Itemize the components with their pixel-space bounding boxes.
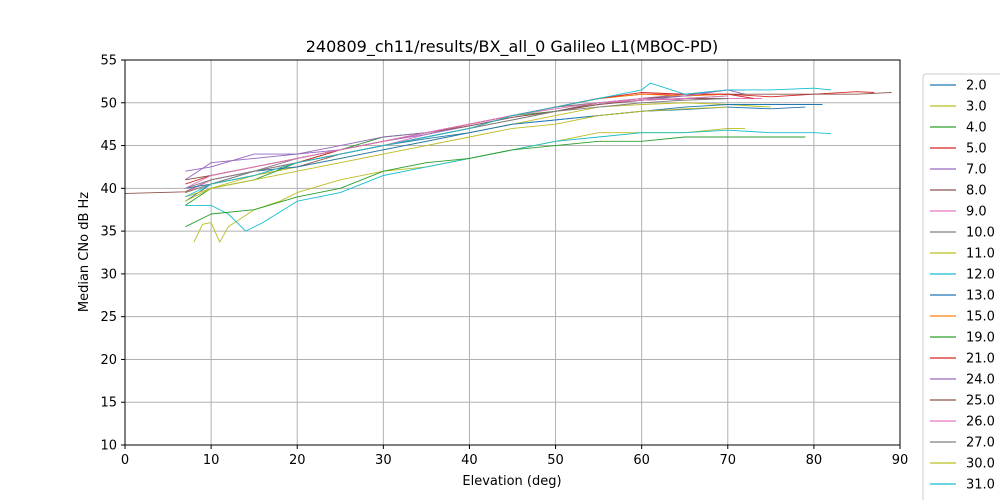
chart-title: 240809_ch11/results/BX_all_0 Galileo L1(… xyxy=(306,37,719,57)
x-tick-label: 10 xyxy=(203,453,220,468)
legend-box xyxy=(922,73,1000,500)
legend-entry: 19.0 xyxy=(966,331,995,346)
x-tick-label: 20 xyxy=(289,453,306,468)
y-tick-label: 10 xyxy=(100,439,117,454)
legend-entry: 4.0 xyxy=(966,121,987,136)
legend-entry: 7.0 xyxy=(966,163,987,178)
legend: 2.0 3.0 4.0 5.0 7.0 8.0 9.0 10.0 11.0 12.0 13.0 15.… xyxy=(922,73,1000,500)
plot-frame xyxy=(124,59,901,446)
y-tick-label: 20 xyxy=(100,353,117,368)
y-axis-ticks: 10 15 20 25 30 35 40 45 50 55 xyxy=(100,54,125,454)
legend-entry: 12.0 xyxy=(966,268,995,283)
legend-entry: 5.0 xyxy=(966,142,987,157)
series-line-31-0 xyxy=(185,82,832,198)
series-line-30-0 xyxy=(185,106,728,202)
y-tick-label: 30 xyxy=(100,267,117,282)
y-tick-label: 50 xyxy=(100,96,117,111)
x-axis-ticks: 0 10 20 30 40 50 60 70 80 90 xyxy=(121,445,908,468)
legend-entry: 3.0 xyxy=(966,100,987,115)
legend-entry: 9.0 xyxy=(966,205,987,220)
x-tick-label: 80 xyxy=(806,453,823,468)
legend-entry: 24.0 xyxy=(966,373,995,388)
y-tick-label: 55 xyxy=(100,54,117,69)
legend-entry: 27.0 xyxy=(966,436,995,451)
x-tick-label: 40 xyxy=(461,453,478,468)
y-tick-label: 40 xyxy=(100,182,117,197)
series-line-26-0 xyxy=(185,95,728,189)
y-axis-label: Median CNo dB Hz xyxy=(77,192,92,312)
legend-entry: 25.0 xyxy=(966,394,995,409)
legend-entry: 2.0 xyxy=(966,79,987,94)
legend-entry: 13.0 xyxy=(966,289,995,304)
legend-entry: 10.0 xyxy=(966,226,995,241)
x-tick-label: 70 xyxy=(720,453,737,468)
legend-entry: 21.0 xyxy=(966,352,995,367)
series-line-19-0 xyxy=(185,136,806,228)
series-lines xyxy=(124,82,892,243)
y-tick-label: 25 xyxy=(100,310,117,325)
x-axis-label: Elevation (deg) xyxy=(462,474,561,489)
legend-entry: 15.0 xyxy=(966,310,995,325)
x-tick-label: 90 xyxy=(892,453,909,468)
legend-entry: 31.0 xyxy=(966,478,995,493)
x-tick-label: 60 xyxy=(633,453,650,468)
x-tick-label: 50 xyxy=(547,453,564,468)
legend-entry: 30.0 xyxy=(966,457,995,472)
x-tick-label: 30 xyxy=(375,453,392,468)
legend-entry: 8.0 xyxy=(966,184,987,199)
legend-entry: 26.0 xyxy=(966,415,995,430)
y-tick-label: 35 xyxy=(100,225,117,240)
legend-entry: 11.0 xyxy=(966,247,995,262)
y-tick-label: 15 xyxy=(100,396,117,411)
x-tick-label: 0 xyxy=(121,453,129,468)
y-tick-label: 45 xyxy=(100,139,117,154)
